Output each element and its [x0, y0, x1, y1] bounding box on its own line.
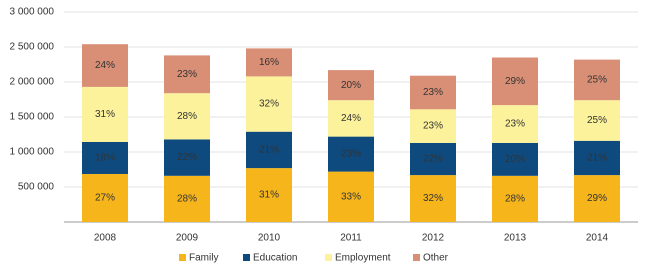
value-label: 25%: [587, 115, 607, 126]
legend-swatch: [413, 254, 420, 261]
legend-label: Employment: [335, 253, 391, 264]
bar-segment: [492, 105, 538, 143]
value-label: 20%: [341, 80, 361, 91]
value-label: 33%: [341, 191, 361, 202]
x-tick-label: 2014: [586, 233, 609, 244]
bar-segment: [492, 142, 538, 176]
x-tick-label: 2013: [504, 233, 527, 244]
bar-segment: [328, 70, 374, 101]
y-tick-label: 3 000 000: [10, 7, 55, 18]
x-tick-label: 2010: [258, 233, 281, 244]
value-label: 23%: [341, 149, 361, 160]
value-label: 28%: [177, 111, 197, 122]
value-label: 22%: [177, 152, 197, 163]
value-label: 32%: [259, 99, 279, 110]
value-label: 16%: [259, 57, 279, 68]
value-label: 21%: [587, 153, 607, 164]
bar-segment: [574, 175, 620, 222]
value-label: 28%: [505, 194, 525, 205]
value-label: 31%: [95, 109, 115, 120]
bar-segment: [82, 141, 128, 174]
bar-segment: [164, 139, 210, 176]
value-label: 25%: [587, 75, 607, 86]
value-label: 23%: [423, 121, 443, 132]
value-label: 29%: [505, 76, 525, 87]
bar-segment: [410, 109, 456, 143]
bar-segment: [328, 171, 374, 222]
bar-segment: [492, 175, 538, 222]
value-label: 32%: [423, 193, 443, 204]
legend-label: Family: [189, 253, 218, 264]
value-label: 24%: [341, 113, 361, 124]
bar-segment: [246, 131, 292, 169]
bar-segment: [246, 76, 292, 132]
value-label: 23%: [505, 119, 525, 130]
bar-segment: [82, 44, 128, 87]
bar-segment: [328, 100, 374, 137]
x-tick-label: 2009: [176, 233, 199, 244]
bar-segment: [574, 59, 620, 101]
y-tick-label: 500 000: [18, 182, 55, 193]
bar-segment: [574, 100, 620, 141]
bar-segment: [246, 168, 292, 222]
value-label: 24%: [95, 60, 115, 71]
bar-segment: [164, 175, 210, 222]
legend-label: Education: [253, 253, 297, 264]
x-tick-label: 2008: [94, 233, 117, 244]
bar-segment: [410, 142, 456, 176]
legend-swatch: [179, 254, 186, 261]
bar-segment: [328, 136, 374, 172]
legend-label: Other: [423, 253, 449, 264]
bar-segment: [246, 48, 292, 77]
x-tick-label: 2011: [340, 233, 362, 244]
value-label: 31%: [259, 190, 279, 201]
value-label: 20%: [505, 154, 525, 165]
value-label: 29%: [587, 193, 607, 204]
value-label: 22%: [423, 154, 443, 165]
y-tick-label: 1 000 000: [10, 147, 55, 158]
bar-segment: [164, 55, 210, 94]
bar-segment: [82, 173, 128, 222]
value-label: 23%: [177, 69, 197, 80]
value-label: 27%: [95, 193, 115, 204]
bar-segment: [164, 93, 210, 140]
legend-swatch: [325, 254, 332, 261]
x-tick-label: 2012: [422, 233, 445, 244]
value-label: 28%: [177, 194, 197, 205]
bar-segment: [82, 86, 128, 142]
y-tick-label: 2 000 000: [10, 77, 55, 88]
bar-segment: [410, 175, 456, 222]
legend-swatch: [243, 254, 250, 261]
value-label: 21%: [259, 145, 279, 156]
y-tick-label: 2 500 000: [10, 42, 55, 53]
bar-segment: [410, 75, 456, 110]
bar-segment: [574, 140, 620, 176]
value-label: 18%: [95, 153, 115, 164]
bar-segment: [492, 57, 538, 106]
value-label: 23%: [423, 87, 443, 98]
y-tick-label: 1 500 000: [10, 112, 55, 123]
